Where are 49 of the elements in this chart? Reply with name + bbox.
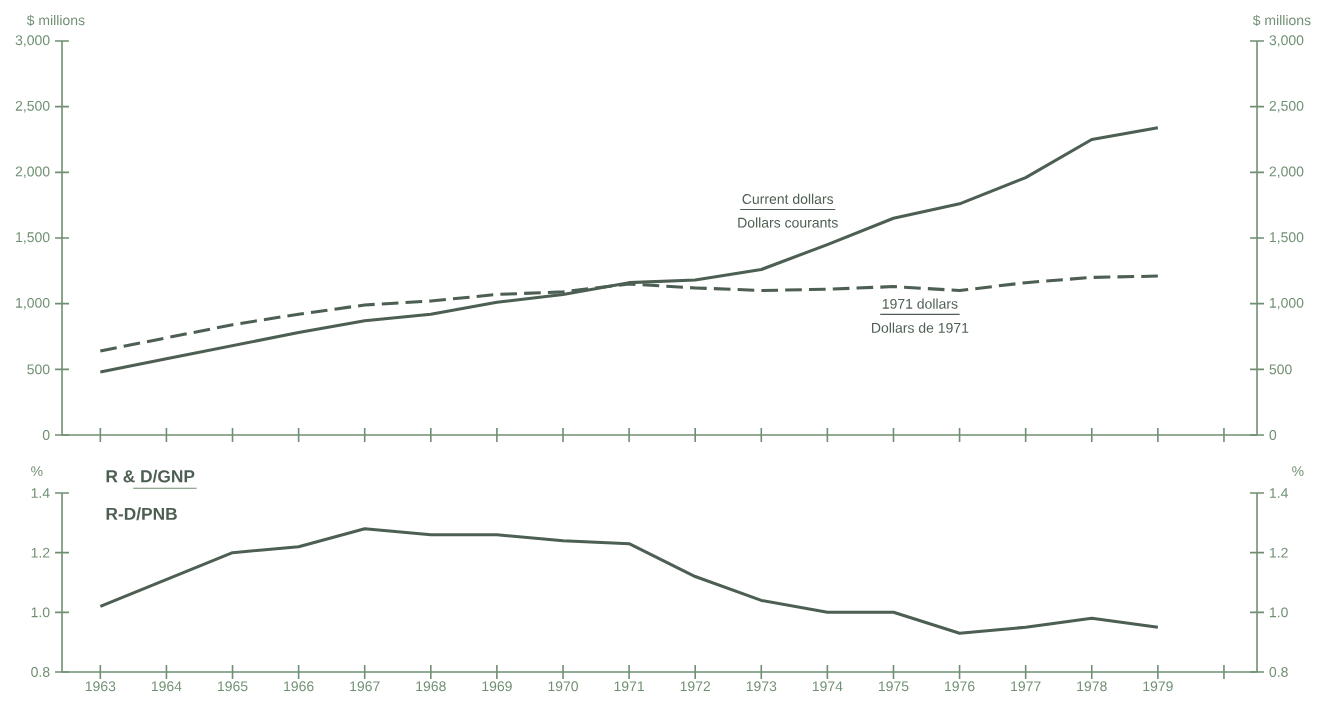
x-tick-label: 1964	[151, 681, 182, 692]
x-tick-label: 1979	[1143, 681, 1173, 692]
y2-tick-label: 1.0	[1269, 607, 1288, 618]
y2-tick-label: 500	[1269, 364, 1292, 375]
x-tick-label: 1968	[416, 681, 446, 692]
y-axis-title: $ millions	[26, 14, 85, 27]
x-tick-label: 1967	[350, 681, 380, 692]
x-tick-label: 1970	[548, 681, 579, 692]
y2-tick-label: 0	[1269, 430, 1277, 440]
y-axis-title: %	[31, 466, 43, 477]
y2-tick-label: 0.8	[1269, 667, 1288, 677]
y2-tick-label: 3,000	[1269, 35, 1304, 47]
x-tick-label: 1963	[85, 681, 116, 692]
y2-tick-label: 1,000	[1269, 297, 1304, 310]
x-tick-label: 1972	[680, 681, 711, 692]
x-tick-label: 1974	[812, 681, 843, 692]
y-tick-label: 3,000	[15, 35, 50, 47]
y2-axis-title: %	[1292, 466, 1304, 477]
annotation: Dollars courants	[738, 217, 838, 228]
text: R-D/PNB	[106, 507, 177, 521]
annotation: Dollars de 1971	[872, 322, 969, 333]
x-tick-label: 1965	[218, 681, 248, 692]
y2-axis-title: $ millions	[1252, 14, 1311, 27]
x-tick-label: 1969	[482, 681, 512, 692]
x-tick-label: 1971	[614, 681, 644, 692]
x-tick-label: 1975	[878, 681, 909, 692]
y2-tick-label: 1.2	[1269, 547, 1288, 558]
text: Current dollars	[742, 193, 834, 204]
y-tick-label: 0	[42, 430, 50, 440]
y-tick-label: 1.0	[31, 607, 50, 618]
x-tick-label: 1978	[1077, 681, 1107, 692]
y2-tick-label: 2,000	[1269, 166, 1304, 179]
y-tick-label: 2,500	[15, 100, 50, 113]
x-tick-label: 1966	[284, 681, 314, 692]
y-tick-label: 0.8	[31, 667, 50, 677]
x-tick-label: 1977	[1011, 681, 1041, 692]
y-tick-label: 1,000	[16, 297, 50, 310]
chart-title: R & D/GNP	[106, 469, 195, 483]
y2-tick-label: 2,500	[1269, 100, 1304, 113]
x-tick-label: 1976	[945, 681, 975, 692]
y2-tick-label: 1,500	[1269, 232, 1304, 244]
y-tick-label: 1.4	[31, 488, 50, 498]
y-tick-label: 2,000	[15, 166, 50, 179]
y2-tick-label: 1.4	[1269, 488, 1288, 498]
y-tick-label: 1,500	[16, 232, 50, 244]
x-tick-label: 1973	[746, 681, 777, 692]
y-tick-label: 1.2	[31, 547, 50, 558]
y-tick-label: 500	[27, 364, 50, 375]
series-label: 1971 dollars	[882, 298, 958, 309]
